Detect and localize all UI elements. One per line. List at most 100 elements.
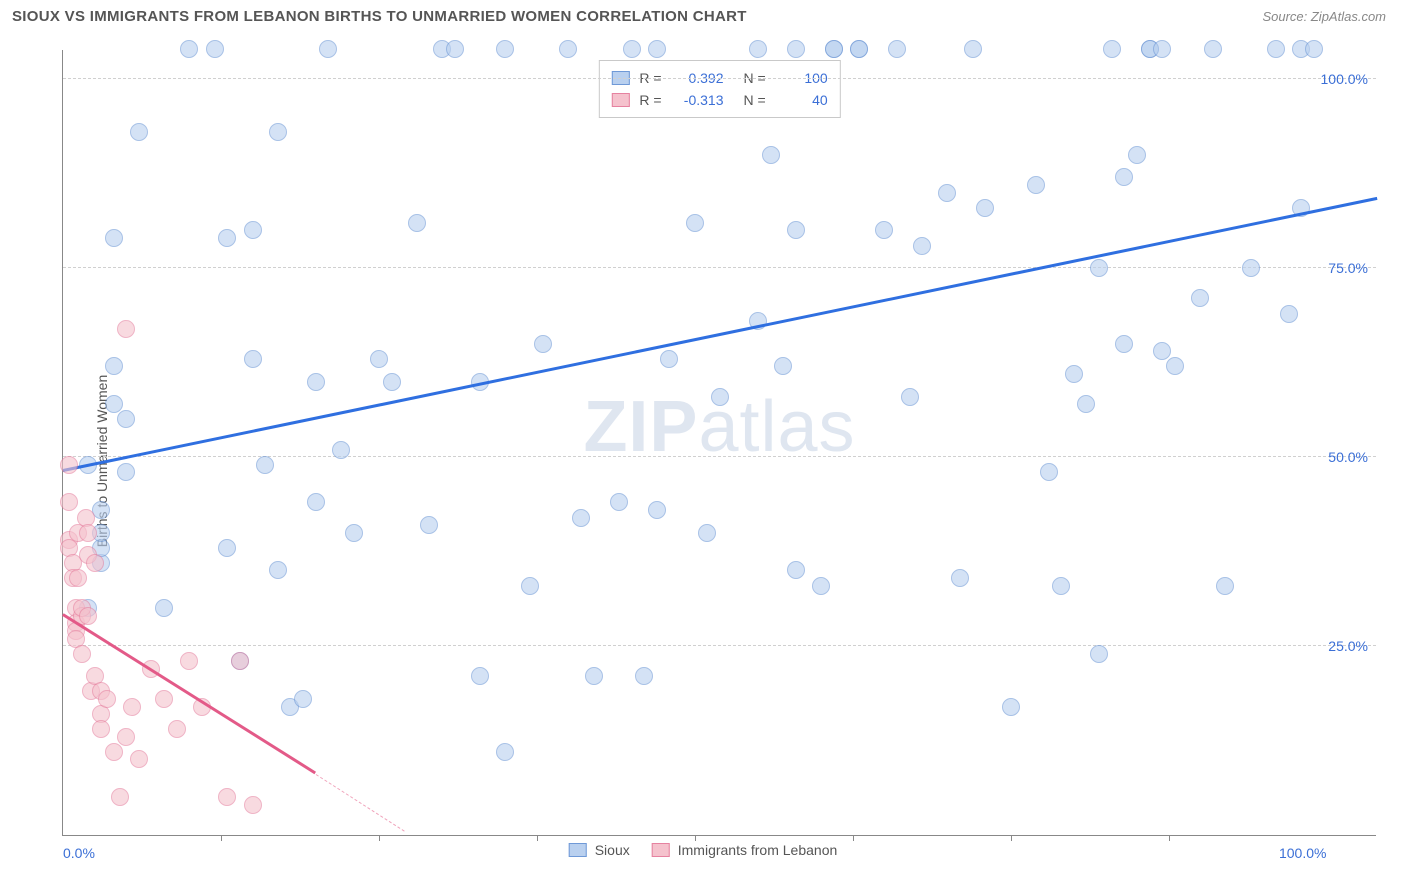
data-point: [787, 40, 805, 58]
data-point: [875, 221, 893, 239]
data-point: [269, 561, 287, 579]
data-point: [976, 199, 994, 217]
data-point: [155, 690, 173, 708]
correlation-legend: R =0.392N =100R =-0.313N =40: [598, 60, 840, 118]
data-point: [585, 667, 603, 685]
data-point: [610, 493, 628, 511]
data-point: [218, 539, 236, 557]
data-point: [180, 652, 198, 670]
data-point: [370, 350, 388, 368]
data-point: [762, 146, 780, 164]
data-point: [559, 40, 577, 58]
data-point: [1103, 40, 1121, 58]
data-point: [117, 728, 135, 746]
trend-line-dashed: [315, 774, 404, 832]
data-point: [534, 335, 552, 353]
data-point: [420, 516, 438, 534]
legend-item: Immigrants from Lebanon: [652, 842, 838, 858]
data-point: [496, 40, 514, 58]
chart-title: SIOUX VS IMMIGRANTS FROM LEBANON BIRTHS …: [12, 8, 747, 25]
data-point: [686, 214, 704, 232]
data-point: [269, 123, 287, 141]
data-point: [964, 40, 982, 58]
data-point: [117, 410, 135, 428]
data-point: [471, 667, 489, 685]
data-point: [244, 796, 262, 814]
data-point: [825, 40, 843, 58]
data-point: [787, 221, 805, 239]
data-point: [496, 743, 514, 761]
data-point: [1002, 698, 1020, 716]
data-point: [446, 40, 464, 58]
data-point: [1090, 645, 1108, 663]
data-point: [1153, 342, 1171, 360]
data-point: [244, 221, 262, 239]
series-legend: Sioux Immigrants from Lebanon: [569, 842, 838, 858]
data-point: [1216, 577, 1234, 595]
data-point: [130, 750, 148, 768]
data-point: [1052, 577, 1070, 595]
data-point: [231, 652, 249, 670]
data-point: [123, 698, 141, 716]
data-point: [408, 214, 426, 232]
data-point: [521, 577, 539, 595]
data-point: [319, 40, 337, 58]
data-point: [105, 743, 123, 761]
data-point: [774, 357, 792, 375]
trend-line: [63, 197, 1378, 472]
data-point: [711, 388, 729, 406]
data-point: [130, 123, 148, 141]
gridline: [63, 78, 1376, 79]
data-point: [1204, 40, 1222, 58]
data-point: [111, 788, 129, 806]
data-point: [698, 524, 716, 542]
data-point: [206, 40, 224, 58]
data-point: [749, 40, 767, 58]
data-point: [1191, 289, 1209, 307]
legend-n-label: N =: [744, 89, 766, 111]
data-point: [69, 569, 87, 587]
x-tick-mark: [537, 835, 538, 841]
data-point: [1153, 40, 1171, 58]
y-tick-label: 75.0%: [1328, 260, 1368, 276]
data-point: [1242, 259, 1260, 277]
legend-r-value: -0.313: [672, 89, 724, 111]
gridline: [63, 645, 1376, 646]
data-point: [572, 509, 590, 527]
data-point: [332, 441, 350, 459]
data-point: [1267, 40, 1285, 58]
data-point: [180, 40, 198, 58]
data-point: [105, 357, 123, 375]
chart-container: Births to Unmarried Women ZIPatlas R =0.…: [10, 40, 1396, 882]
data-point: [1027, 176, 1045, 194]
data-point: [218, 788, 236, 806]
y-tick-label: 50.0%: [1328, 449, 1368, 465]
data-point: [73, 645, 91, 663]
data-point: [1065, 365, 1083, 383]
data-point: [79, 607, 97, 625]
x-tick-mark: [379, 835, 380, 841]
data-point: [635, 667, 653, 685]
data-point: [155, 599, 173, 617]
data-point: [105, 395, 123, 413]
legend-row: R =-0.313N =40: [611, 89, 827, 111]
data-point: [938, 184, 956, 202]
data-point: [307, 373, 325, 391]
data-point: [812, 577, 830, 595]
legend-item: Sioux: [569, 842, 630, 858]
data-point: [951, 569, 969, 587]
data-point: [105, 229, 123, 247]
data-point: [1166, 357, 1184, 375]
data-point: [1305, 40, 1323, 58]
y-tick-label: 100.0%: [1321, 71, 1368, 87]
data-point: [383, 373, 401, 391]
x-tick-mark: [1011, 835, 1012, 841]
legend-r-label: R =: [639, 89, 661, 111]
data-point: [92, 720, 110, 738]
data-point: [850, 40, 868, 58]
data-point: [1115, 335, 1133, 353]
x-tick-mark: [221, 835, 222, 841]
legend-swatch: [569, 843, 587, 857]
x-tick-mark: [1169, 835, 1170, 841]
data-point: [60, 456, 78, 474]
